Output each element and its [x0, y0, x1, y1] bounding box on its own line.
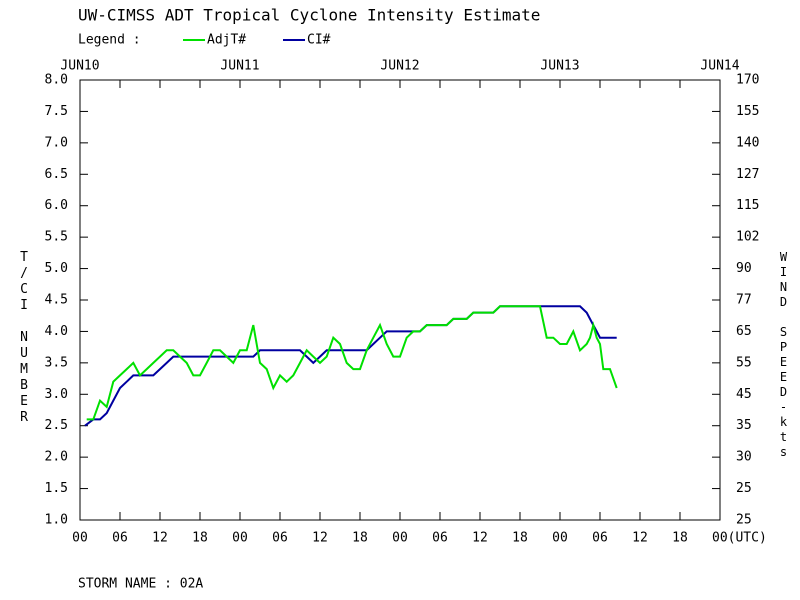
date-label: JUN10 [60, 59, 99, 74]
y-tick-label: 6.5 [45, 167, 68, 182]
y2-tick-label: 90 [736, 261, 752, 276]
y2-tick-label: 102 [736, 230, 759, 245]
y2-tick-label: 115 [736, 198, 759, 213]
legend-entry: CI# [307, 33, 331, 48]
y-tick-label: 3.5 [45, 355, 68, 370]
y-tick-label: 2.0 [45, 450, 68, 465]
y2-tick-label: 127 [736, 167, 759, 182]
y-tick-label: 5.5 [45, 230, 68, 245]
date-label: JUN13 [540, 59, 579, 74]
y2-tick-label: 77 [736, 293, 752, 308]
y-axis-label: T/CI NUMBER [17, 250, 32, 426]
x-tick-label: 06 [112, 531, 128, 546]
y2-tick-label: 170 [736, 73, 759, 88]
y2-tick-label: 25 [736, 513, 752, 528]
y2-tick-label: 65 [736, 324, 752, 339]
y2-tick-label: 55 [736, 355, 752, 370]
y-tick-label: 1.5 [45, 481, 68, 496]
footer: STORM NAME : 02A [78, 577, 203, 592]
y2-tick-label: 25 [736, 481, 752, 496]
y-tick-label: 4.5 [45, 293, 68, 308]
date-label: JUN12 [380, 59, 419, 74]
y2-tick-label: 45 [736, 387, 752, 402]
y-tick-label: 1.0 [45, 513, 68, 528]
x-tick-label: 00 [232, 531, 248, 546]
y2-axis-label: WIND SPEED-kts [777, 250, 791, 460]
series-line [86, 305, 618, 421]
y-tick-label: 4.0 [45, 324, 68, 339]
y-tick-label: 7.5 [45, 104, 68, 119]
y2-tick-label: 30 [736, 450, 752, 465]
x-tick-label: 00 [552, 531, 568, 546]
x-tick-label: 12 [312, 531, 328, 546]
x-tick-label: 18 [352, 531, 368, 546]
chart-title: UW-CIMSS ADT Tropical Cyclone Intensity … [78, 6, 540, 25]
x-tick-label: 18 [192, 531, 208, 546]
x-tick-label: 00 [392, 531, 408, 546]
x-tick-label: 06 [592, 531, 608, 546]
y-tick-label: 2.5 [45, 418, 68, 433]
x-tick-label: 06 [432, 531, 448, 546]
x-tick-label: 00(UTC) [712, 531, 767, 546]
x-tick-label: 18 [512, 531, 528, 546]
x-tick-label: 06 [272, 531, 288, 546]
y-tick-label: 3.0 [45, 387, 68, 402]
x-tick-label: 12 [472, 531, 488, 546]
x-tick-label: 18 [672, 531, 688, 546]
x-tick-label: 12 [152, 531, 168, 546]
y-tick-label: 8.0 [45, 73, 68, 88]
x-tick-label: 12 [632, 531, 648, 546]
date-label: JUN14 [700, 59, 739, 74]
x-tick-label: 00 [72, 531, 88, 546]
y-tick-label: 6.0 [45, 198, 68, 213]
y-tick-label: 7.0 [45, 135, 68, 150]
legend-label: Legend : [78, 33, 141, 48]
y2-tick-label: 155 [736, 104, 759, 119]
date-label: JUN11 [220, 59, 259, 74]
y2-tick-label: 35 [736, 418, 752, 433]
legend-entry: AdjT# [207, 33, 246, 48]
y-tick-label: 5.0 [45, 261, 68, 276]
y2-tick-label: 140 [736, 135, 759, 150]
